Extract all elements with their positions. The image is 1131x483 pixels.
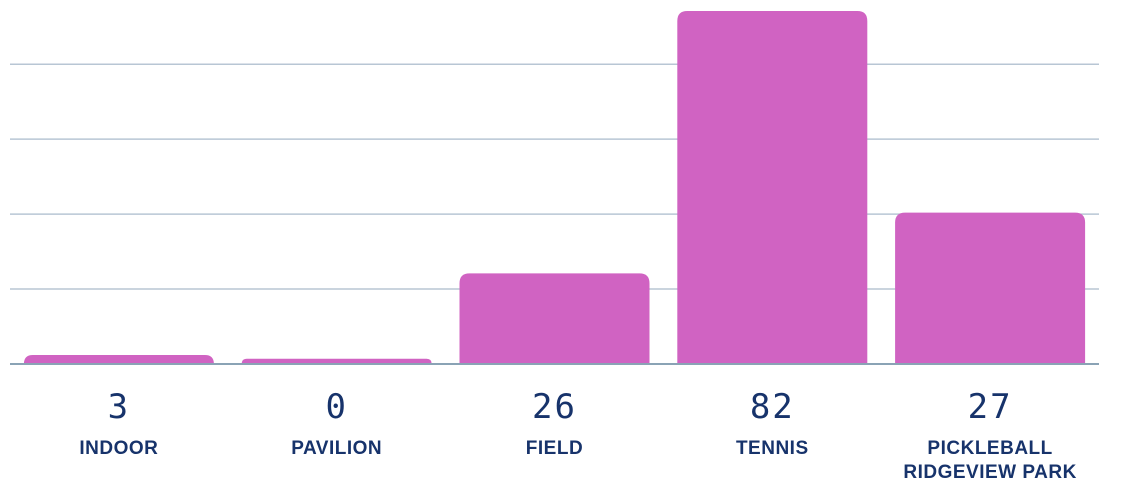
value-label-2: 26 xyxy=(532,387,577,427)
value-label-1: 0 xyxy=(325,387,347,427)
category-label-1: PAVILION xyxy=(291,438,382,459)
bar-0 xyxy=(23,355,214,364)
category-label-4-line-1: RIDGEVIEW PARK xyxy=(903,462,1076,483)
labels: 3 INDOOR 0 PAVILION 26 FIELD 82 TENNIS 27 PICKLEB… xyxy=(79,387,1076,483)
bar-2 xyxy=(459,273,650,364)
bar-1 xyxy=(241,358,432,364)
category-label-3: TENNIS xyxy=(736,438,809,459)
bar-4 xyxy=(895,212,1086,364)
value-label-3: 82 xyxy=(750,387,795,427)
bar-3 xyxy=(677,11,868,364)
bars xyxy=(23,11,1086,364)
value-label-0: 3 xyxy=(108,387,130,427)
category-label-2: FIELD xyxy=(526,438,583,459)
value-label-4: 27 xyxy=(968,387,1013,427)
category-label-4-line-0: PICKLEBALL xyxy=(927,438,1052,459)
category-label-0: INDOOR xyxy=(79,438,158,459)
